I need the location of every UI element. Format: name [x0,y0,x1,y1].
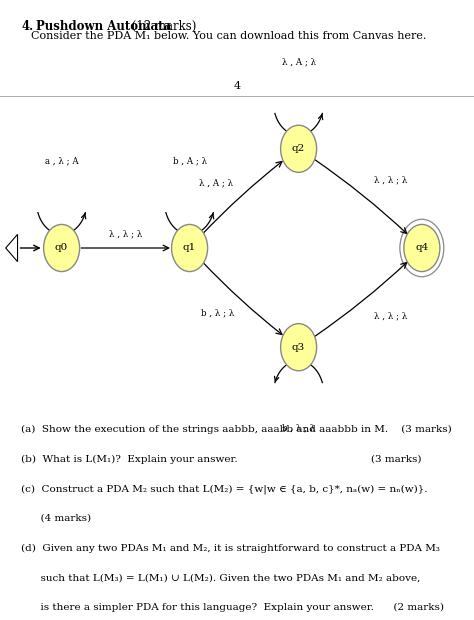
Text: b , λ ; λ: b , λ ; λ [282,423,315,433]
Text: λ , λ ; λ: λ , λ ; λ [374,175,408,184]
Text: 4: 4 [233,81,241,91]
Text: (a)  Show the execution of the strings aabbb, aaabb and aaabbb in M.    (3 marks: (a) Show the execution of the strings aa… [21,425,452,434]
Text: b , A ; λ: b , A ; λ [173,156,207,166]
Text: λ , λ ; λ: λ , λ ; λ [109,230,142,239]
Text: (12 marks): (12 marks) [128,20,196,33]
Text: (b)  What is L(M₁)?  Explain your answer.                                       : (b) What is L(M₁)? Explain your answer. [21,454,422,464]
Text: such that L(M₃) = L(M₁) ∪ L(M₂). Given the two PDAs M₁ and M₂ above,: such that L(M₃) = L(M₁) ∪ L(M₂). Given t… [21,574,421,583]
Text: (d)  Given any two PDAs M₁ and M₂, it is straightforward to construct a PDA M₃: (d) Given any two PDAs M₁ and M₂, it is … [21,544,440,553]
Text: q1: q1 [183,244,196,252]
Text: (4 marks): (4 marks) [21,514,91,523]
Circle shape [172,224,208,272]
Text: λ , A ; λ: λ , A ; λ [199,179,233,187]
Text: 4.: 4. [21,20,34,33]
Circle shape [44,224,80,272]
Circle shape [281,125,317,172]
Text: a , λ ; A: a , λ ; A [45,156,78,166]
Text: is there a simpler PDA for this language?  Explain your answer.      (2 marks): is there a simpler PDA for this language… [21,603,444,613]
Text: Consider the PDA M₁ below. You can download this from Canvas here.: Consider the PDA M₁ below. You can downl… [31,31,426,41]
Circle shape [281,324,317,371]
Text: λ , λ ; λ: λ , λ ; λ [374,312,408,321]
Text: q2: q2 [292,144,305,153]
Text: q3: q3 [292,343,305,352]
Text: q4: q4 [415,244,428,252]
Text: q0: q0 [55,244,68,252]
Text: Pushdown Automata: Pushdown Automata [36,20,171,33]
Text: λ , A ; λ: λ , A ; λ [282,57,316,66]
Circle shape [404,224,440,272]
Text: (c)  Construct a PDA M₂ such that L(M₂) = {w|w ∈ {a, b, c}*, nₐ(w) = nₙ(w)}.: (c) Construct a PDA M₂ such that L(M₂) =… [21,484,428,494]
Polygon shape [6,234,18,262]
Text: b , λ ; λ: b , λ ; λ [201,309,235,317]
